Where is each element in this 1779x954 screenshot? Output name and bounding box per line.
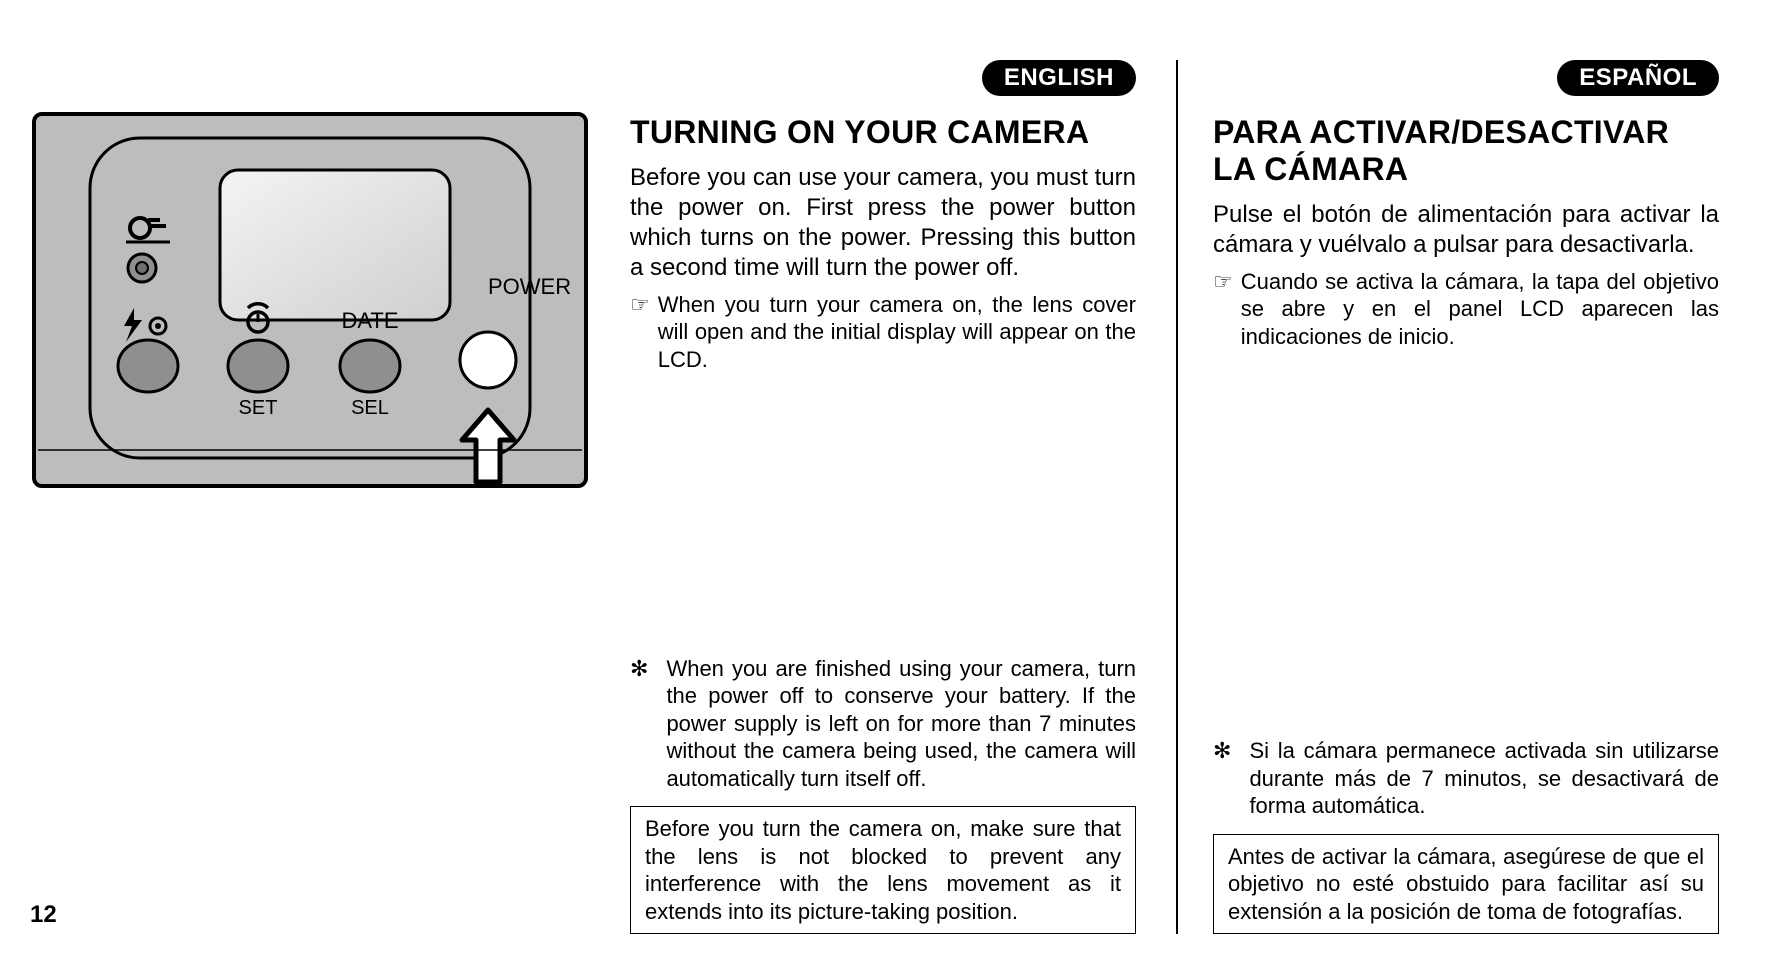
english-caution-box: Before you turn the camera on, make sure…	[630, 806, 1136, 934]
english-lang-pill: ENGLISH	[982, 60, 1136, 96]
english-note-text: When you turn your camera on, the lens c…	[658, 291, 1136, 374]
pointer-icon: ☞	[1213, 268, 1233, 351]
spanish-title: PARA ACTIVAR/DESACTIVAR LA CÁMARA	[1213, 114, 1719, 188]
english-column: ENGLISH TURNING ON YOUR CAMERA Before yo…	[630, 60, 1136, 934]
diagram-column: DATE POWER SET SEL	[30, 60, 590, 934]
set-label: SET	[239, 397, 278, 419]
flex-spacer	[630, 373, 1136, 654]
sel-label: SEL	[351, 397, 389, 419]
spanish-note: ☞ Cuando se activa la cámara, la tapa de…	[1213, 268, 1719, 351]
power-label: POWER	[488, 274, 571, 299]
date-label: DATE	[341, 308, 398, 333]
manual-page: DATE POWER SET SEL ENG	[0, 0, 1779, 954]
asterisk-icon: ✻	[630, 655, 648, 793]
english-note: ☞ When you turn your camera on, the lens…	[630, 291, 1136, 374]
page-number: 12	[30, 901, 57, 929]
english-body: Before you can use your camera, you must…	[630, 163, 1136, 283]
spanish-asterisk: ✻ Si la cámara permanece activada sin ut…	[1213, 737, 1719, 820]
english-asterisk-text: When you are finished using your camera,…	[666, 655, 1136, 793]
spanish-body: Pulse el botón de alimentación para acti…	[1213, 200, 1719, 260]
spanish-asterisk-text: Si la cámara permanece activada sin util…	[1249, 737, 1719, 820]
camera-back-diagram: DATE POWER SET SEL	[30, 110, 590, 490]
flex-spacer	[1213, 350, 1719, 737]
english-title: TURNING ON YOUR CAMERA	[630, 114, 1136, 151]
spanish-lang-pill: ESPAÑOL	[1557, 60, 1719, 96]
spanish-column: ESPAÑOL PARA ACTIVAR/DESACTIVAR LA CÁMAR…	[1176, 60, 1719, 934]
asterisk-icon: ✻	[1213, 737, 1231, 820]
spanish-caution-box: Antes de activar la cámara, asegúrese de…	[1213, 834, 1719, 935]
pointer-icon: ☞	[630, 291, 650, 374]
english-asterisk: ✻ When you are finished using your camer…	[630, 655, 1136, 793]
spanish-note-text: Cuando se activa la cámara, la tapa del …	[1241, 268, 1719, 351]
